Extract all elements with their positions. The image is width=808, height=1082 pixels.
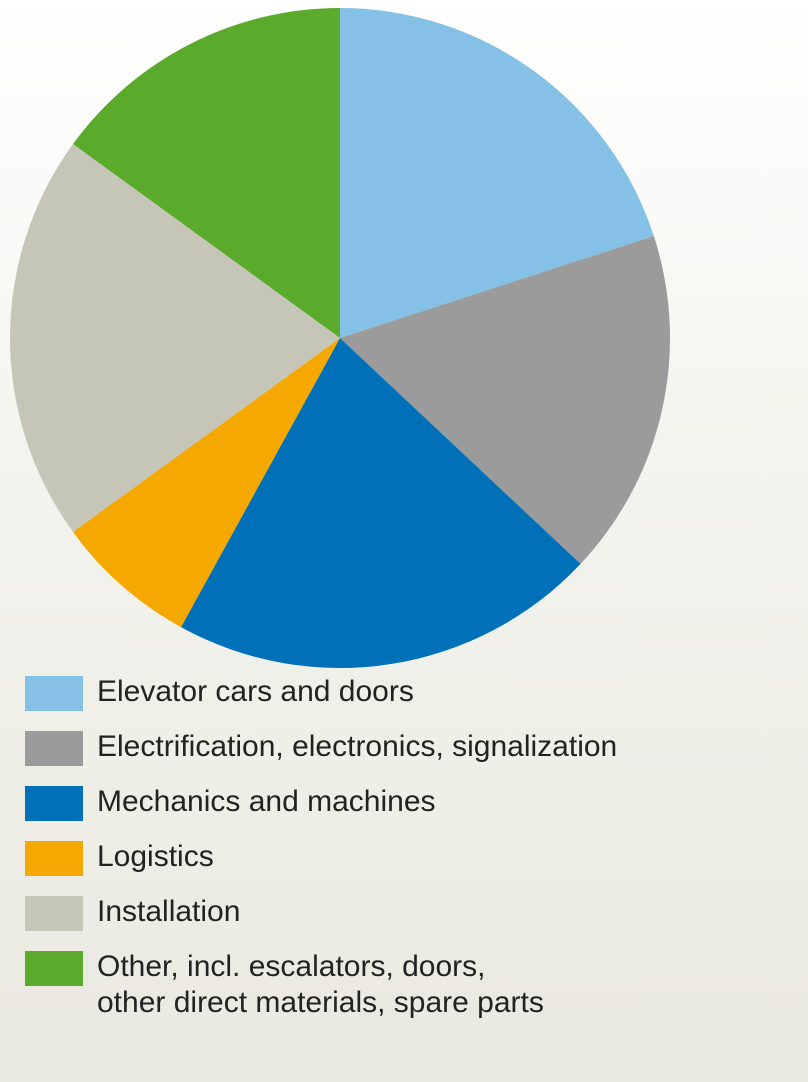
legend-item: Mechanics and machines: [25, 785, 617, 841]
legend-swatch: [25, 841, 83, 876]
legend: Elevator cars and doors Electrification, …: [25, 675, 618, 1019]
chart: [10, 8, 670, 668]
legend-item: Installation: [25, 895, 617, 951]
pie-slice: [181, 338, 581, 668]
legend-swatch: [25, 896, 83, 931]
legend-label: Other, incl. escalators, doors, other di…: [97, 950, 544, 1019]
legend-item: Logistics: [25, 840, 617, 896]
legend-swatch: [25, 731, 83, 766]
legend-label: Electrification, electronics, signalizat…: [97, 730, 618, 763]
legend-label: Mechanics and machines: [97, 785, 436, 818]
legend-swatch: [25, 786, 83, 821]
legend-swatch: [25, 676, 83, 711]
legend-label: Logistics: [97, 840, 214, 873]
legend-label: Elevator cars and doors: [97, 675, 414, 708]
legend-item: Electrification, electronics, signalizat…: [25, 730, 618, 786]
pie-slice: [73, 338, 341, 628]
pie-slice: [340, 236, 670, 564]
legend-label: Installation: [97, 895, 241, 928]
pie-slice: [340, 8, 654, 338]
legend-item: Other, incl. escalators, doors, other di…: [25, 950, 617, 1019]
pie-slice: [10, 144, 341, 532]
legend-item: Elevator cars and doors: [25, 675, 617, 731]
pie-slice: [73, 8, 341, 338]
legend-swatch: [25, 951, 83, 986]
